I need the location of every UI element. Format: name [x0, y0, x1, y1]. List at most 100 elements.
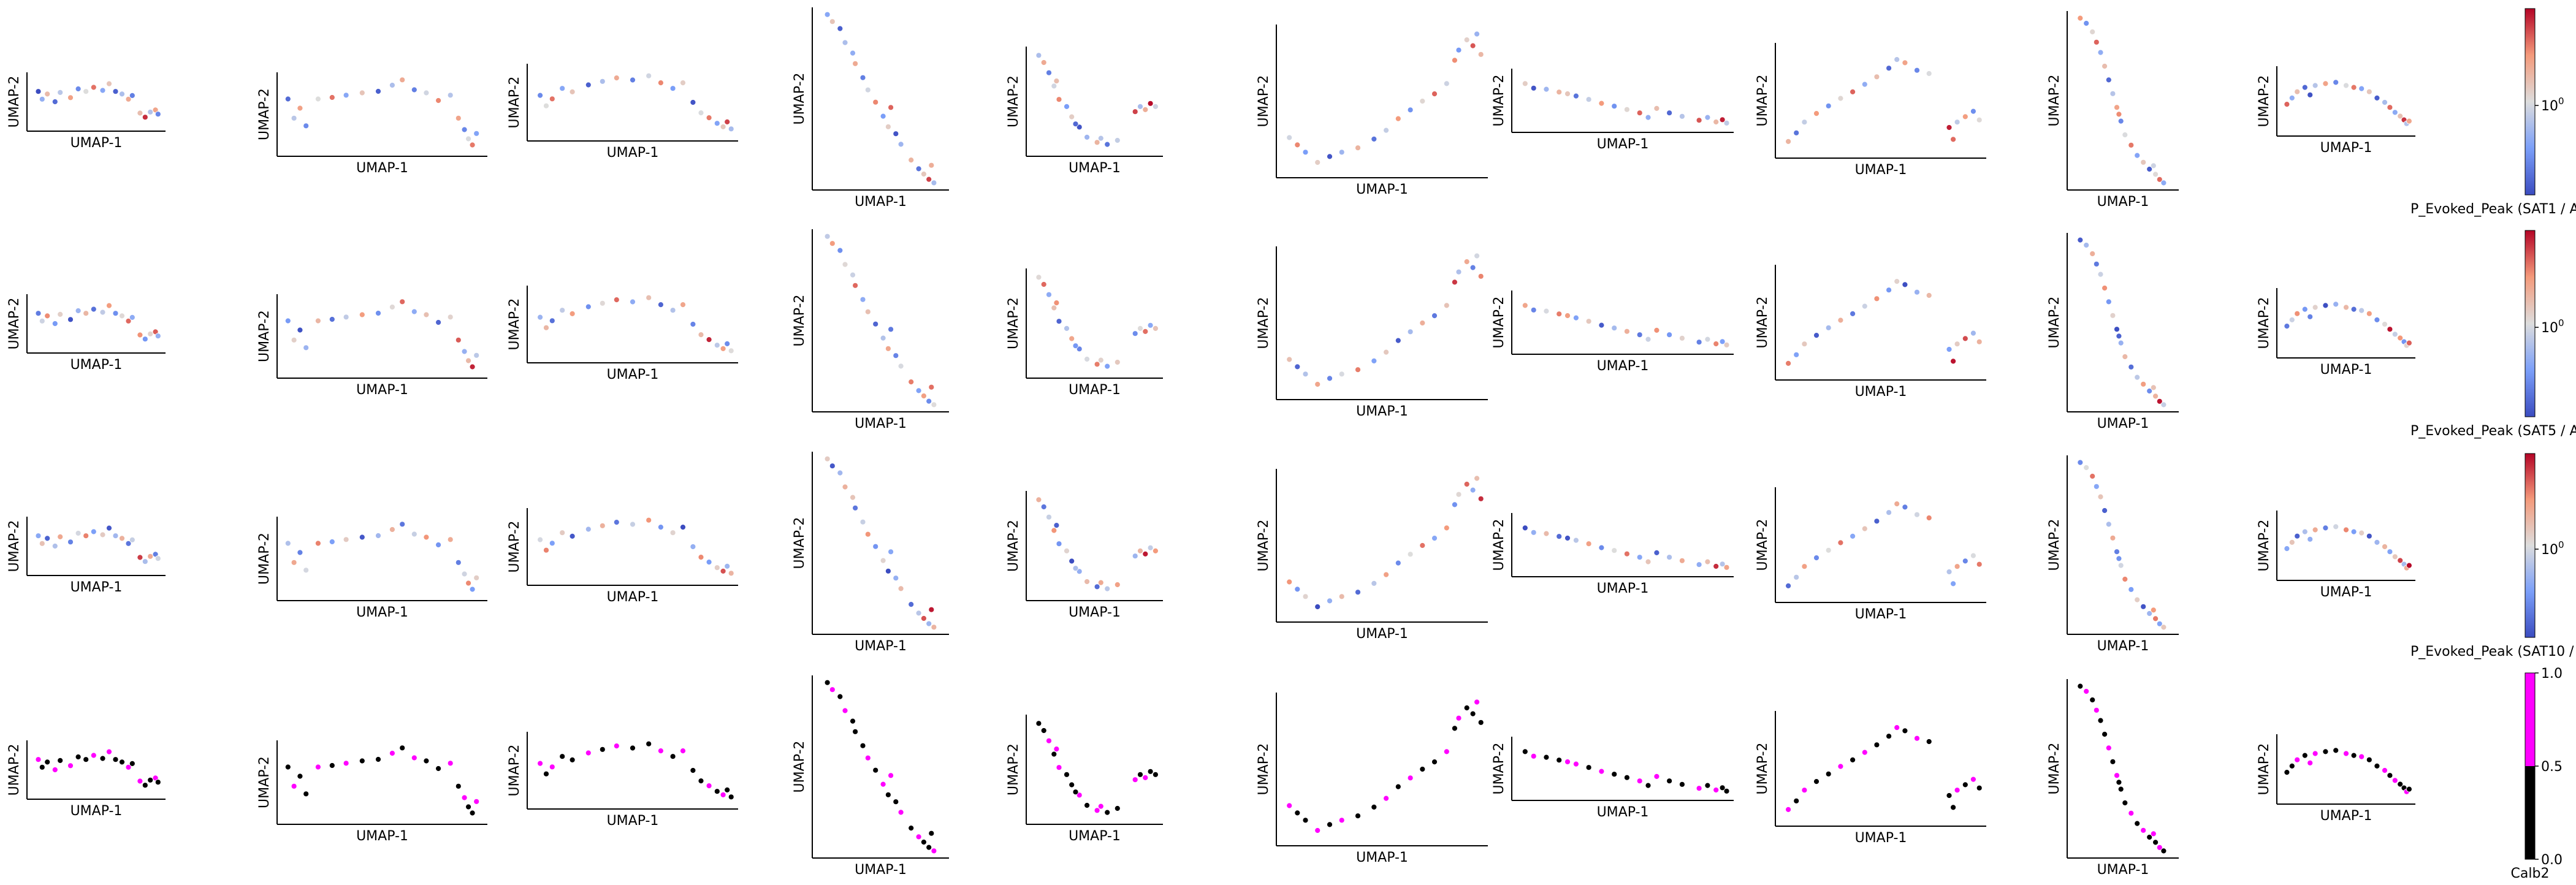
- data-point: [728, 348, 734, 354]
- data-point: [1653, 550, 1660, 556]
- data-point: [1053, 78, 1060, 85]
- data-point: [1286, 802, 1293, 809]
- data-point: [669, 530, 676, 536]
- data-point: [129, 761, 135, 767]
- data-point: [928, 830, 935, 837]
- data-point: [1035, 496, 1042, 503]
- data-point: [1645, 114, 1652, 121]
- scatter-panel: UMAP-1 UMAP-2: [1256, 25, 1488, 197]
- data-point: [1327, 153, 1333, 160]
- data-point: [1873, 518, 1880, 525]
- data-point: [1723, 120, 1730, 126]
- data-point: [1785, 360, 1792, 367]
- data-point: [1793, 797, 1800, 804]
- x-axis-label: UMAP-1: [1356, 404, 1408, 419]
- colorbar: 100 P_Evoked_Peak (SAT10 / A: [2410, 453, 2576, 659]
- data-point: [315, 764, 321, 770]
- data-point: [1946, 569, 1953, 575]
- scatter-panel: UMAP-1 UMAP-2: [2047, 11, 2179, 210]
- data-point: [1395, 337, 1401, 344]
- colorbar-label: P_Evoked_Peak (SAT5 / AC: [2410, 424, 2576, 439]
- colorbar-gradient: [2525, 454, 2535, 637]
- data-point: [1286, 356, 1293, 363]
- data-point: [921, 839, 927, 845]
- data-point: [1696, 561, 1702, 568]
- data-point: [888, 326, 894, 333]
- data-point: [389, 750, 395, 756]
- data-point: [2146, 834, 2153, 840]
- data-point: [1314, 604, 1321, 610]
- data-point: [2156, 398, 2163, 405]
- data-point: [2374, 94, 2380, 101]
- data-point: [569, 757, 576, 763]
- scatter-panel: UMAP-1 UMAP-2: [792, 452, 949, 654]
- data-point: [447, 536, 454, 543]
- data-point: [2093, 483, 2100, 490]
- colorbar-segment-off: [2525, 766, 2535, 859]
- y-axis-label: UMAP-2: [792, 741, 807, 793]
- data-point: [359, 534, 365, 541]
- colorbar-gradient: [2525, 9, 2535, 195]
- data-point: [1679, 781, 1685, 788]
- data-point: [1314, 827, 1321, 834]
- data-point: [1666, 110, 1673, 116]
- data-point: [2391, 331, 2398, 338]
- data-point: [1147, 100, 1154, 107]
- data-point: [2333, 747, 2339, 754]
- data-point: [1954, 119, 1961, 126]
- data-point: [147, 777, 154, 783]
- data-point: [714, 342, 720, 349]
- data-point: [2343, 526, 2349, 533]
- data-point: [2077, 237, 2084, 243]
- data-point: [329, 762, 335, 769]
- colorbar-tick-label: 1.0: [2541, 666, 2563, 682]
- data-point: [303, 791, 310, 797]
- data-point: [1785, 138, 1792, 145]
- data-point: [291, 336, 297, 343]
- data-point: [559, 307, 566, 314]
- data-point: [2322, 302, 2329, 309]
- x-axis-label: UMAP-1: [1855, 162, 1907, 178]
- x-axis-label: UMAP-1: [2097, 639, 2149, 654]
- data-point: [1069, 558, 1075, 564]
- data-point: [2122, 576, 2128, 582]
- data-point: [1463, 259, 1470, 265]
- data-point: [2089, 251, 2096, 257]
- data-point: [315, 317, 321, 324]
- data-point: [1813, 110, 1820, 117]
- data-point: [44, 313, 51, 319]
- data-point: [2105, 521, 2112, 528]
- scatter-panel: UMAP-1 UMAP-2: [792, 675, 949, 878]
- data-point: [284, 96, 291, 102]
- data-point: [2117, 562, 2124, 569]
- x-axis-label: UMAP-1: [70, 357, 123, 373]
- data-point: [1294, 810, 1301, 816]
- colorbar-frame: [2525, 453, 2536, 638]
- colorbar-tick-exponent: 0: [2558, 317, 2564, 329]
- x-axis-label: UMAP-1: [356, 161, 408, 176]
- data-point: [1543, 86, 1550, 93]
- data-point: [1064, 103, 1070, 110]
- data-point: [2116, 333, 2122, 340]
- data-point: [399, 298, 406, 305]
- x-axis-label: UMAP-1: [2320, 585, 2372, 600]
- data-point: [2333, 301, 2339, 308]
- data-point: [2284, 101, 2290, 108]
- data-point: [1153, 548, 1159, 554]
- scatter-panel: UMAP-1 UMAP-2: [1492, 291, 1734, 374]
- data-point: [1886, 65, 1892, 72]
- data-point: [125, 540, 132, 547]
- data-point: [1474, 253, 1480, 259]
- data-point: [2333, 523, 2339, 530]
- data-point: [1469, 42, 1476, 49]
- data-point: [2152, 839, 2159, 846]
- data-point: [1850, 757, 1856, 763]
- data-point: [2397, 113, 2404, 120]
- data-point: [284, 540, 291, 547]
- data-point: [51, 321, 58, 327]
- data-point: [1801, 787, 1808, 794]
- data-point: [1543, 530, 1550, 537]
- data-point: [1564, 759, 1571, 765]
- data-point: [1142, 775, 1149, 781]
- x-axis-label: UMAP-1: [1356, 850, 1408, 865]
